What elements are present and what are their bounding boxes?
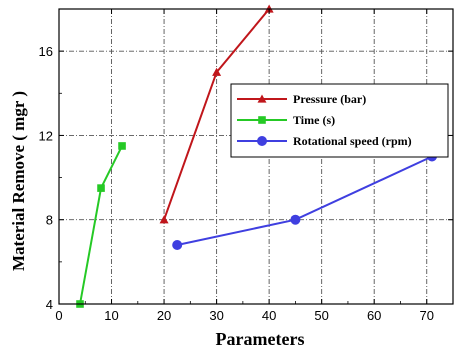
data-point <box>118 142 126 150</box>
y-tick-label: 8 <box>46 213 53 228</box>
data-point <box>97 184 105 192</box>
y-tick-label: 12 <box>39 128 53 143</box>
data-point <box>172 240 183 250</box>
series-3 <box>172 151 437 250</box>
x-tick-label: 10 <box>104 308 118 323</box>
legend-marker <box>257 94 267 103</box>
data-point <box>290 214 301 225</box>
x-tick-label: 70 <box>419 308 433 323</box>
legend-item: Rotational speed (rpm) <box>237 134 412 148</box>
y-tick-label: 4 <box>46 297 53 312</box>
series-2 <box>76 142 126 308</box>
x-axis: 0 10 20 30 40 50 60 70 <box>55 9 454 323</box>
legend-item: Pressure (bar) <box>237 92 366 106</box>
x-tick-label: 40 <box>262 308 276 323</box>
series-line <box>176 155 433 246</box>
series-line <box>79 145 123 305</box>
legend-marker <box>258 116 266 124</box>
legend-marker <box>257 136 267 146</box>
x-tick-label: 60 <box>367 308 381 323</box>
y-axis-label: Material Remove ( mgr ) <box>9 91 28 271</box>
y-axis: 4 8 12 16 <box>39 8 453 312</box>
x-axis-label: Parameters <box>216 329 305 349</box>
plot-frame <box>58 8 454 305</box>
legend-item: Time (s) <box>237 113 335 127</box>
y-tick-label: 16 <box>39 44 53 59</box>
legend: Pressure (bar) Time (s) Rotational speed (… <box>230 83 449 158</box>
data-point <box>212 67 222 76</box>
x-tick-label: 50 <box>314 308 328 323</box>
x-tick-label: 0 <box>55 308 62 323</box>
legend-label: Time (s) <box>293 113 335 127</box>
x-tick-label: 20 <box>157 308 171 323</box>
x-tick-label: 30 <box>209 308 223 323</box>
legend-label: Pressure (bar) <box>293 92 366 106</box>
data-point <box>159 215 169 224</box>
legend-label: Rotational speed (rpm) <box>293 134 412 148</box>
